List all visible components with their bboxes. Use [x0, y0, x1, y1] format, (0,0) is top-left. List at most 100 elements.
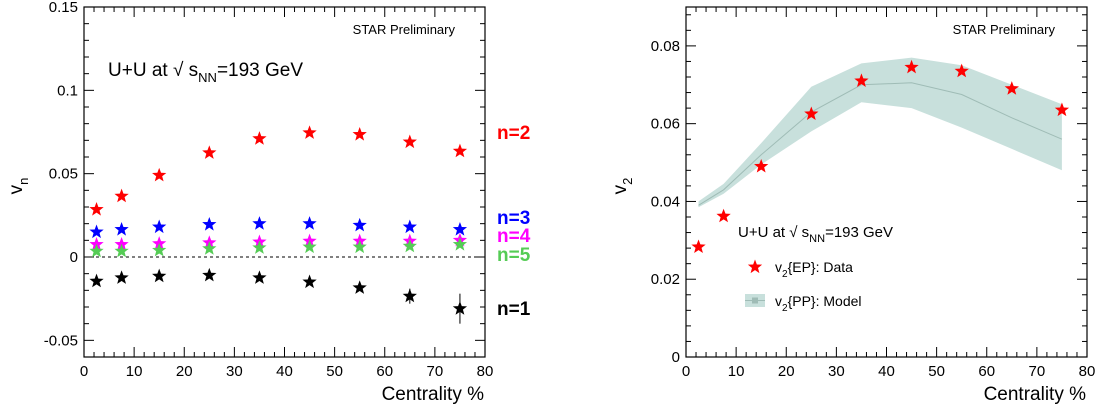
series-label-n=1: n=1 — [497, 299, 531, 320]
left-y-tick-label: 0.15 — [49, 0, 78, 16]
point-n=1 — [352, 280, 367, 294]
point-n=3 — [402, 219, 417, 234]
series-label-n=3: n=3 — [497, 208, 530, 229]
point-n=2 — [452, 143, 468, 158]
point-n=1 — [252, 270, 267, 284]
point-v2-data — [904, 59, 919, 74]
point-n=5 — [352, 239, 367, 254]
point-n=5 — [202, 241, 217, 255]
point-n=2 — [402, 134, 417, 149]
left-y-axis-title: vn — [6, 178, 31, 195]
left-x-tick-label: 60 — [376, 363, 393, 380]
right-x-tick-label: 70 — [1029, 363, 1046, 380]
left-annotation: STAR Preliminary — [353, 22, 456, 37]
right-x-tick-label: 60 — [978, 363, 995, 380]
point-n=1 — [452, 301, 468, 315]
right-x-tick-label: 20 — [778, 363, 795, 380]
point-v2-data — [754, 158, 769, 173]
point-n=5 — [252, 240, 267, 254]
point-n=2 — [89, 202, 104, 216]
left-x-tick-label: 50 — [326, 363, 343, 380]
right-annotation: STAR Preliminary — [953, 22, 1056, 37]
left-y-tick-label: 0.1 — [57, 82, 78, 99]
left-x-tick-label: 0 — [80, 363, 88, 380]
point-n=3 — [302, 216, 317, 230]
point-n=2 — [152, 167, 167, 182]
point-n=5 — [89, 243, 104, 258]
right-y-tick-label: 0.06 — [651, 116, 680, 133]
legend-band-marker — [752, 297, 758, 304]
point-n=3 — [152, 219, 167, 234]
left-x-axis-title: Centrality % — [382, 384, 485, 405]
series-label-n=2: n=2 — [497, 123, 530, 144]
left-x-tick-label: 80 — [477, 363, 494, 380]
point-n=3 — [252, 216, 267, 230]
left-data-marks: n=2 n=3n=4n=5 n=1 — [84, 123, 531, 324]
left-system-label: U+U at √ sNN=193 GeV — [108, 60, 303, 85]
right-x-tick-label: 30 — [828, 363, 845, 380]
point-v2-data — [954, 63, 969, 78]
right-x-tick-label: 80 — [1079, 363, 1096, 380]
point-n=1 — [114, 270, 129, 284]
right-y-tick-label: 0.08 — [651, 38, 680, 55]
point-n=5 — [402, 238, 417, 253]
point-n=1 — [402, 288, 417, 303]
left-y-tick-label: 0.05 — [49, 166, 78, 183]
left-y-tick-label: 0 — [70, 249, 78, 266]
point-n=3 — [352, 217, 367, 232]
right-panel: 0 10 20 30 40 50 60 70 80 0 0.02 0.04 0.06 0.08 STAR … — [610, 6, 1096, 405]
point-n=3 — [114, 222, 129, 236]
point-n=2 — [352, 127, 367, 141]
point-v2-data — [1004, 81, 1019, 95]
point-n=2 — [202, 145, 217, 159]
right-y-tick-label: 0 — [672, 349, 680, 366]
point-n=1 — [302, 274, 317, 289]
right-x-tick-label: 0 — [682, 363, 690, 380]
left-x-tick-label: 20 — [176, 363, 193, 380]
right-y-tick-label: 0.02 — [651, 271, 680, 288]
model-center-line — [698, 82, 1063, 206]
legend-star-icon — [747, 259, 763, 274]
point-n=3 — [202, 217, 217, 231]
point-v2-data — [716, 208, 731, 223]
model-band-area — [698, 57, 1062, 208]
legend-entry-label: v2{EP}: Data — [775, 259, 853, 280]
point-n=1 — [202, 267, 217, 282]
point-n=5 — [114, 243, 129, 258]
point-n=1 — [89, 273, 104, 288]
left-x-tick-label: 10 — [126, 363, 143, 380]
point-n=2 — [252, 131, 267, 145]
right-data-marks — [691, 59, 1070, 254]
right-x-tick-label: 50 — [928, 363, 945, 380]
point-n=2 — [302, 125, 317, 139]
point-v2-data — [691, 239, 706, 254]
right-x-tick-label: 10 — [728, 363, 745, 380]
right-system-label: U+U at √ sNN=193 GeV — [738, 224, 893, 245]
right-axis-ticks: 0 10 20 30 40 50 60 70 80 0 0.02 0.04 0.06 0.08 — [651, 7, 1096, 380]
left-y-tick-label: -0.05 — [44, 332, 78, 349]
left-x-tick-label: 70 — [427, 363, 444, 380]
right-y-tick-label: 0.04 — [651, 193, 680, 210]
point-v2-data — [854, 73, 869, 87]
series-label-n=5: n=5 — [497, 245, 531, 266]
model-band — [698, 57, 1063, 208]
right-y-axis-title: v2 — [610, 178, 635, 195]
point-n=5 — [152, 242, 167, 257]
point-n=5 — [452, 237, 468, 251]
point-n=3 — [452, 222, 468, 236]
right-x-tick-label: 40 — [878, 363, 895, 380]
point-v2-data — [1054, 102, 1070, 117]
point-n=5 — [302, 239, 317, 254]
point-v2-data — [804, 106, 819, 121]
legend: v2{EP}: Data v2{PP}: Model — [745, 259, 862, 314]
series-label-n=4: n=4 — [497, 226, 531, 247]
point-n=1 — [152, 268, 167, 283]
point-n=3 — [89, 224, 104, 239]
left-x-tick-label: 40 — [276, 363, 293, 380]
point-n=2 — [114, 188, 129, 203]
legend-entry-label: v2{PP}: Model — [775, 293, 862, 314]
